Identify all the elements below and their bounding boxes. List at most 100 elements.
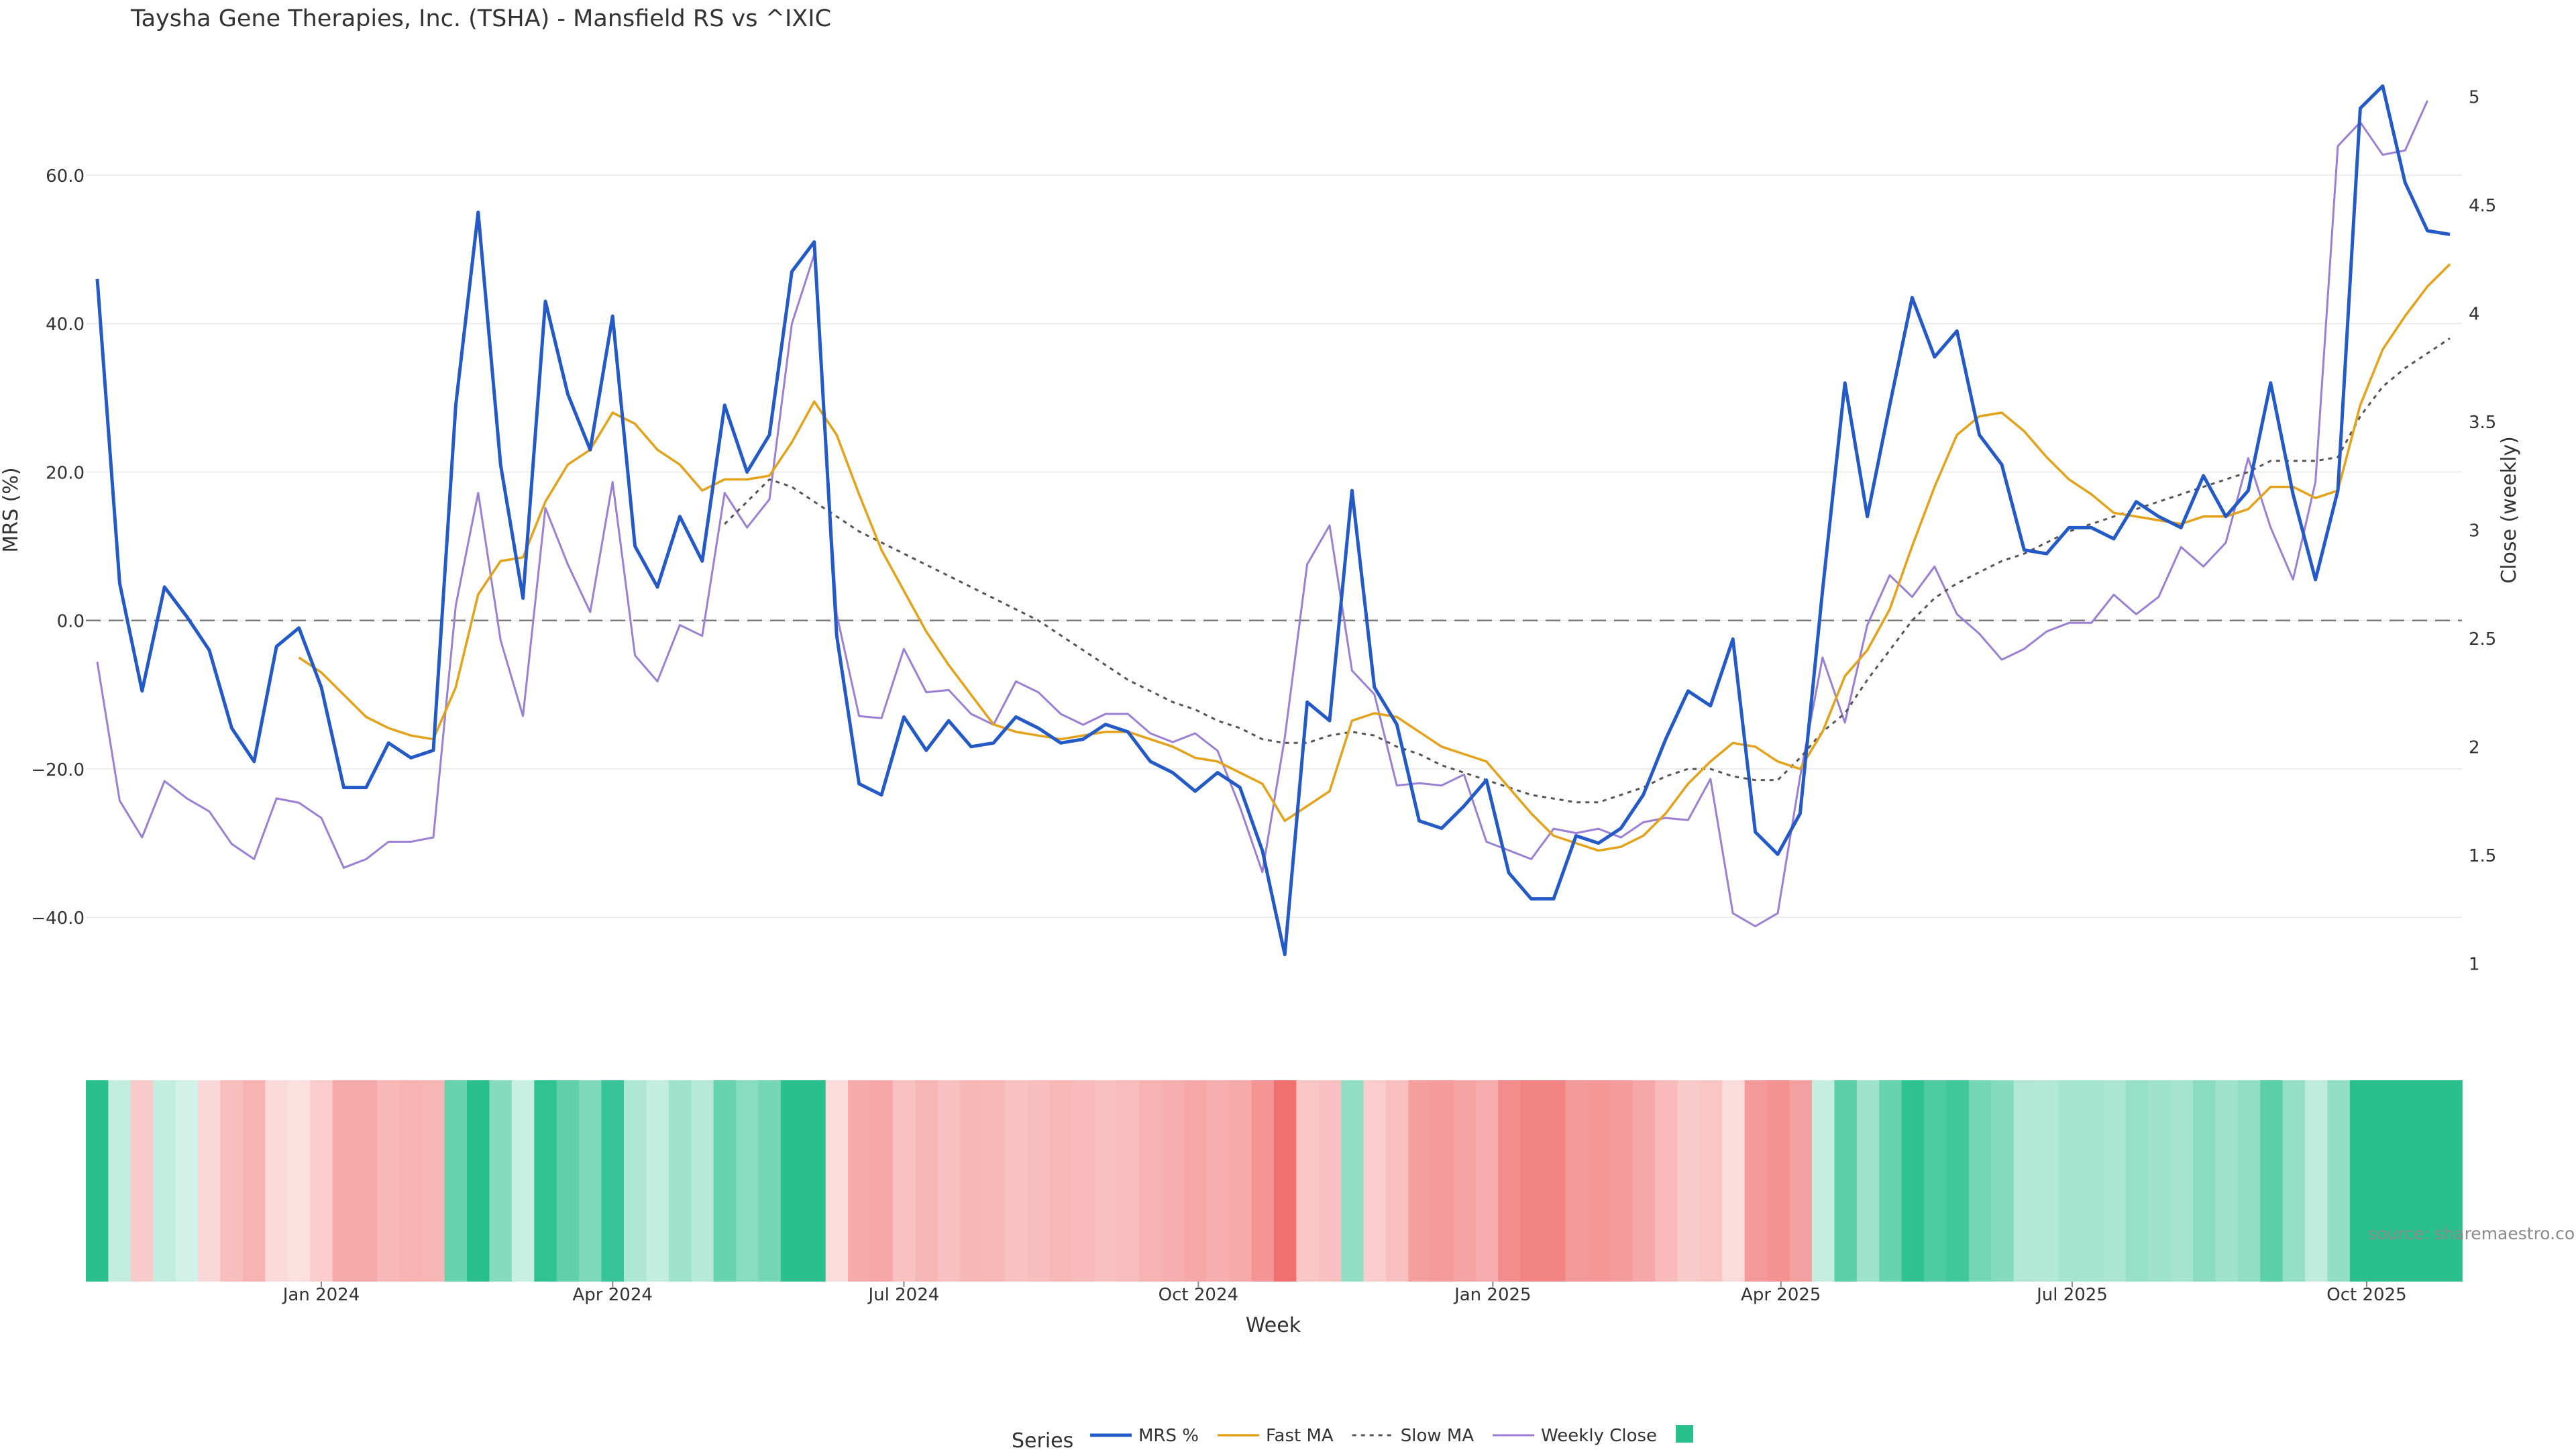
heatmap-cell [511,1080,535,1282]
heatmap-cell [2125,1080,2149,1282]
heatmap-cell [108,1080,131,1282]
heatmap-cell [1901,1080,1925,1282]
y-left-tick-label: 40.0 [46,315,85,335]
x-tick-label: Oct 2025 [2326,1285,2406,1305]
heatmap-cell [1991,1080,2015,1282]
heatmap-cell [153,1080,176,1282]
heatmap-cell [1139,1080,1163,1282]
heatmap-cell [1475,1080,1499,1282]
heatmap-cell [1161,1080,1185,1282]
heatmap-cell [1363,1080,1387,1282]
heatmap-cell [1834,1080,1858,1282]
heatmap-cell [2013,1080,2037,1282]
heatmap-cell [2148,1080,2171,1282]
y-right-tick-label: 1 [2469,954,2480,974]
heatmap-cell [86,1080,109,1282]
heatmap-cell [489,1080,513,1282]
source-label: source: sharemaestro.com [2368,1224,2576,1243]
heatmap-cell [2080,1080,2104,1282]
heatmap-cell [1655,1080,1678,1282]
heatmap-cell [467,1080,490,1282]
heatmap-cell [444,1080,468,1282]
heatmap-cell [736,1080,759,1282]
heatmap-cell [1610,1080,1633,1282]
x-tick-label: Jul 2025 [2035,1285,2108,1305]
heatmap-cell [691,1080,714,1282]
y-right-tick-label: 2.5 [2469,629,2496,650]
x-tick-label: Apr 2025 [1741,1285,1821,1305]
heatmap-cell [2260,1080,2284,1282]
heatmap-cell [1005,1080,1028,1282]
y-right-tick-label: 4 [2469,304,2480,324]
heatmap-cell [624,1080,647,1282]
heatmap-cell [310,1080,333,1282]
heatmap-cell [870,1080,894,1282]
legend-item-label: Fast MA [1266,1426,1334,1446]
heatmap-cell [2305,1080,2328,1282]
heatmap-cell [355,1080,378,1282]
x-axis-label: Week [1246,1314,1301,1337]
heatmap-cell [1094,1080,1118,1282]
x-tick-label: Jan 2025 [1453,1285,1532,1305]
heatmap-cell [2170,1080,2194,1282]
heatmap-cell [1744,1080,1768,1282]
heatmap-cell [915,1080,938,1282]
heatmap-cell [377,1080,400,1282]
y-left-tick-label: 60.0 [46,166,85,187]
heatmap-cell [780,1080,804,1282]
y-right-tick-label: 3 [2469,521,2480,541]
heatmap-cell [1027,1080,1051,1282]
heatmap-cell [1722,1080,1746,1282]
heatmap-cell [668,1080,692,1282]
heatmap-cell [399,1080,423,1282]
y-axis-right-label: Close (weekly) [2498,436,2521,584]
series-line-slow-ma [724,338,2451,804]
heatmap-cell [1587,1080,1611,1282]
heatmap-cell [1498,1080,1521,1282]
heatmap-cell [2036,1080,2059,1282]
heatmap-cell [1946,1080,1970,1282]
heatmap-cell [2237,1080,2261,1282]
y-left-tick-label: 20.0 [46,463,85,483]
heatmap-strip [86,1080,2463,1282]
heatmap-cell [1072,1080,1095,1282]
y-right-tick-label: 2 [2469,737,2480,758]
heatmap-cell [556,1080,580,1282]
heatmap-cell [1386,1080,1409,1282]
heatmap-cell [242,1080,266,1282]
heatmap-cell [646,1080,669,1282]
heatmap-cell [1341,1080,1364,1282]
y-left-tick-label: 0.0 [57,612,85,632]
heatmap-cell [1879,1080,1902,1282]
heatmap-cell [287,1080,311,1282]
heatmap-cell [1430,1080,1454,1282]
heatmap-cell [2394,1080,2418,1282]
heatmap-cell [1318,1080,1342,1282]
heatmap-cell [1856,1080,1880,1282]
heatmap-cell [2349,1080,2373,1282]
legend-item-label: MRS % [1138,1426,1199,1446]
x-tick-label: Jan 2024 [282,1285,360,1305]
heatmap-cell [892,1080,916,1282]
series-layer [95,84,2451,957]
heatmap-cell [1184,1080,1208,1282]
series-line-mrs- [95,84,2451,957]
heatmap-cell [1049,1080,1073,1282]
y-left-tick-label: −20.0 [31,760,85,780]
heatmap-cell [1924,1080,1947,1282]
heatmap-cell [1677,1080,1701,1282]
series-line-fast-ma [298,263,2451,852]
heatmap-cell [2439,1080,2463,1282]
heatmap-cell [601,1080,625,1282]
heatmap-cell [2417,1080,2440,1282]
chart-title: Taysha Gene Therapies, Inc. (TSHA) - Man… [130,5,831,32]
heatmap-cell [1520,1080,1544,1282]
heatmap-cell [1968,1080,1992,1282]
heatmap-cell [1117,1080,1140,1282]
heatmap-cell [1229,1080,1252,1282]
heatmap-cell [332,1080,356,1282]
heatmap-cell [130,1080,154,1282]
y-right-tick-label: 5 [2469,87,2480,107]
